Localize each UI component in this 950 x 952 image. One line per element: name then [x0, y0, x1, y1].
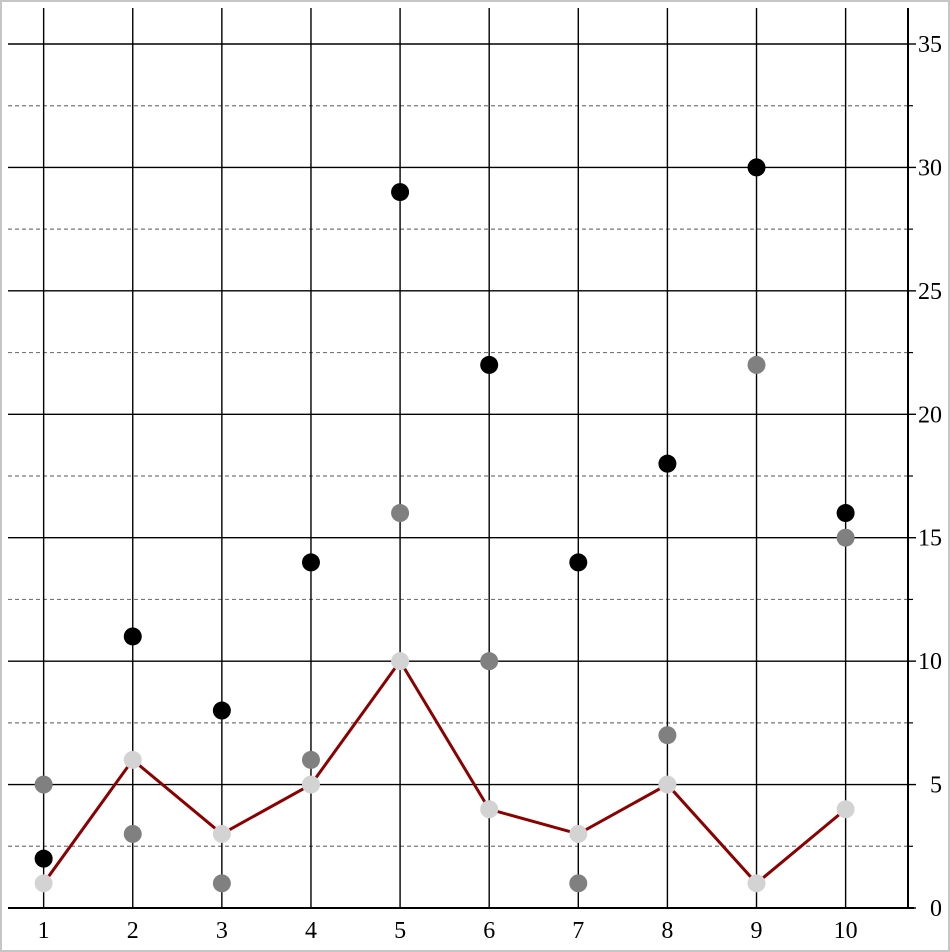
series-1-point-8 [658, 454, 677, 473]
x-tick-label-1: 1 [38, 918, 50, 944]
y-tick-label-30: 30 [918, 155, 942, 181]
series-1-point-4 [301, 553, 320, 572]
x-tick-label-9: 9 [751, 918, 763, 944]
minor-grid [8, 105, 908, 847]
series-1-point-9 [747, 158, 766, 177]
series-2-point-1 [34, 775, 53, 794]
major-grid [8, 8, 908, 909]
series-3-point-8 [658, 775, 677, 794]
series-2-point-7 [569, 874, 588, 893]
series-3-line [42, 658, 847, 886]
series-1-point-5 [391, 183, 410, 202]
series-2-point-9 [747, 355, 766, 374]
data-points [34, 158, 855, 893]
series-1-point-10 [836, 504, 855, 523]
x-tick-label-4: 4 [305, 918, 317, 944]
axes [8, 8, 916, 909]
series-line-group [42, 658, 847, 886]
x-tick-label-6: 6 [483, 918, 495, 944]
x-tick-label-10: 10 [834, 918, 858, 944]
series-3-point-3 [212, 824, 231, 843]
series-3-point-10 [836, 800, 855, 819]
y-tick-label-0: 0 [930, 896, 942, 922]
x-tick-label-3: 3 [216, 918, 228, 944]
y-tick-label-35: 35 [918, 32, 942, 58]
y-tick-label-25: 25 [918, 279, 942, 305]
x-tick-labels: 1 2 3 4 5 6 7 8 9 10 [38, 918, 858, 944]
series-2-point-10 [836, 528, 855, 547]
series-3-point-7 [569, 824, 588, 843]
series-2-point-4 [301, 750, 320, 769]
series-2-point-2 [123, 824, 142, 843]
series-2-point-3 [212, 874, 231, 893]
x-tick-label-8: 8 [661, 918, 673, 944]
series-1-point-7 [569, 553, 588, 572]
series-1-point-2 [123, 627, 142, 646]
series-1-point-3 [212, 701, 231, 720]
y-tick-labels: 0 5 10 15 20 25 30 35 [918, 32, 942, 922]
series-3-point-4 [301, 775, 320, 794]
y-tick-label-5: 5 [930, 773, 942, 799]
series-2-point-8 [658, 726, 677, 745]
series-2-point-5 [391, 504, 410, 523]
series-3-point-6 [480, 800, 499, 819]
series-3-point-5 [391, 652, 410, 671]
y-tick-label-10: 10 [918, 649, 942, 675]
series-1-point-6 [480, 355, 499, 374]
y-tick-label-20: 20 [918, 402, 942, 428]
series-1-point-1 [34, 849, 53, 868]
x-tick-label-7: 7 [572, 918, 584, 944]
series-3-point-2 [123, 750, 142, 769]
x-tick-label-5: 5 [394, 918, 406, 944]
series-2-point-6 [480, 652, 499, 671]
x-tick-label-2: 2 [127, 918, 139, 944]
series-3-point-1 [34, 874, 53, 893]
y-tick-label-15: 15 [918, 526, 942, 552]
series-3-point-9 [747, 874, 766, 893]
